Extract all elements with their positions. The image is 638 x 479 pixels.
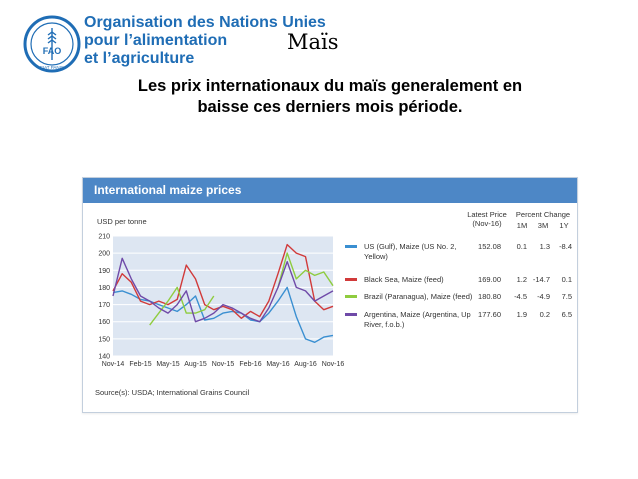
- x-tick-label: Aug-16: [294, 361, 317, 368]
- legend-row-black-sea: Black Sea, Maize (feed) 169.00 1.2 -14.7…: [83, 275, 577, 301]
- x-tick-label: Nov-16: [322, 361, 345, 368]
- change-1m-us: 0.1: [516, 242, 527, 251]
- change-1m-brazil: -4.5: [514, 292, 527, 301]
- legend-row-brazil: Brazil (Paranagua), Maize (feed) 180.80 …: [83, 292, 577, 318]
- col-1m-header: 1M: [516, 221, 528, 230]
- legend-swatch-argentina: [345, 313, 357, 316]
- plot-area: [113, 236, 333, 356]
- col-latest-price-header: Latest Price (Nov-16): [467, 210, 507, 228]
- y-tick-label: 200: [98, 251, 110, 258]
- y-tick-label: 140: [98, 354, 110, 361]
- subtitle-line-1: Les prix internationaux du maïs generale…: [137, 77, 523, 95]
- slide-subtitle: Les prix internationaux du maïs generale…: [80, 76, 580, 118]
- y-tick-label: 210: [98, 234, 110, 241]
- org-name-line-3: et l’agriculture: [84, 50, 195, 67]
- x-tick-label: Feb-16: [239, 361, 261, 368]
- legend-label-black-sea: Black Sea, Maize (feed): [364, 275, 444, 284]
- change-3m-us: 1.3: [539, 242, 550, 251]
- x-tick-label: Feb-15: [129, 361, 151, 368]
- change-1y-brazil: 7.5: [561, 292, 572, 301]
- legend-label-brazil: Brazil (Paranagua), Maize (feed): [364, 292, 473, 301]
- legend-label-argentina: Argentina, Maize (Argentina, Up River, f…: [364, 310, 471, 329]
- org-name-line-1: Organisation des Nations Unies: [84, 14, 326, 31]
- y-tick-label: 160: [98, 319, 110, 326]
- col-percent-change-header: Percent Change: [515, 210, 571, 219]
- legend-row-us: US (Gulf), Maize (US No. 2, Yellow) 152.…: [83, 242, 577, 268]
- x-tick-label: May-15: [156, 361, 179, 368]
- change-3m-brazil: -4.9: [537, 292, 550, 301]
- latest-price-black-sea: 169.00: [478, 275, 501, 284]
- change-3m-argentina: 0.2: [539, 310, 550, 319]
- chart-title: International maize prices: [94, 183, 242, 197]
- change-1m-argentina: 1.9: [516, 310, 527, 319]
- y-tick-label: 180: [98, 285, 110, 292]
- col-1y-header: 1Y: [559, 221, 569, 230]
- series-line-brazil: [149, 252, 334, 326]
- legend-row-argentina: Argentina, Maize (Argentina, Up River, f…: [83, 310, 577, 336]
- latest-price-brazil: 180.80: [478, 292, 501, 301]
- y-tick-label: 170: [98, 302, 110, 309]
- change-1y-black-sea: 0.1: [561, 275, 572, 284]
- legend-swatch-us: [345, 245, 357, 248]
- latest-price-argentina: 177.60: [478, 310, 501, 319]
- maize-price-chart: USD per tonne 140 150 160 170 180 190 200 210 Nov…: [97, 217, 345, 368]
- series-line-argentina: [112, 257, 334, 323]
- latest-price-us: 152.08: [478, 242, 501, 251]
- y-axis-label: USD per tonne: [97, 217, 147, 226]
- subtitle-line-2: baisse ces derniers mois période.: [197, 98, 463, 116]
- fao-logo: FAO FIAT PANIS: [22, 14, 82, 74]
- x-tick-label: Aug-15: [184, 361, 207, 368]
- org-name-line-2: pour l’alimentation: [84, 32, 228, 49]
- chart-source: Source(s): USDA; International Grains Co…: [95, 388, 250, 397]
- legend-label-us: US (Gulf), Maize (US No. 2, Yellow): [364, 242, 457, 261]
- x-tick-label: May-16: [266, 361, 289, 368]
- series-line-black_sea: [112, 243, 334, 319]
- organization-name: Organisation des Nations Unies pour l’al…: [84, 14, 326, 68]
- x-tick-label: Nov-15: [212, 361, 235, 368]
- slide-title: Maïs: [287, 30, 339, 54]
- logo-motto: FIAT PANIS: [40, 65, 64, 70]
- chart-card: International maize prices USD per tonne…: [82, 177, 578, 413]
- change-1y-argentina: 6.5: [561, 310, 572, 319]
- col-3m-header: 3M: [537, 221, 549, 230]
- legend-swatch-brazil: [345, 295, 357, 298]
- chart-header: International maize prices: [83, 178, 577, 203]
- change-3m-black-sea: -14.7: [532, 275, 550, 284]
- legend-swatch-black-sea: [345, 278, 357, 281]
- change-1y-us: -8.4: [559, 242, 572, 251]
- logo-text: FAO: [43, 46, 62, 56]
- y-tick-label: 150: [98, 336, 110, 343]
- y-tick-label: 190: [98, 268, 110, 275]
- change-1m-black-sea: 1.2: [516, 275, 527, 284]
- x-tick-label: Nov-14: [102, 361, 125, 368]
- fao-emblem-icon: FAO FIAT PANIS: [23, 15, 81, 73]
